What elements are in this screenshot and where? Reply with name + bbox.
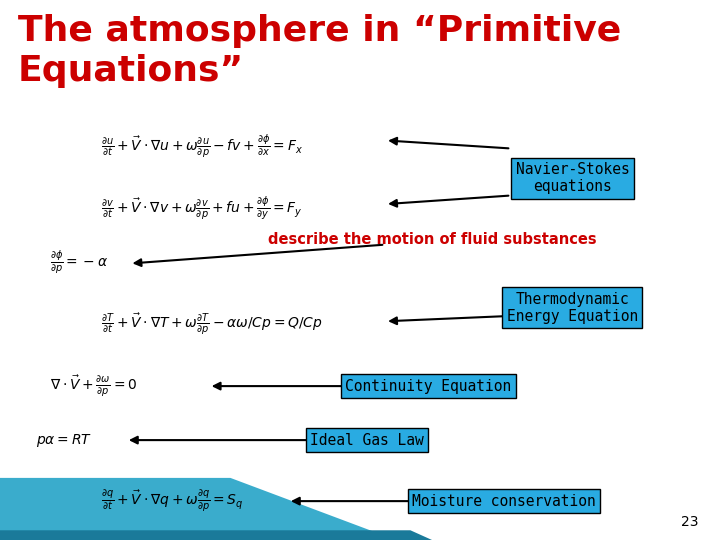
- Text: The atmosphere in “Primitive: The atmosphere in “Primitive: [18, 14, 621, 48]
- Polygon shape: [0, 478, 396, 540]
- Text: $\nabla\cdot\vec{V}+\frac{\partial \omega}{\partial p}=0$: $\nabla\cdot\vec{V}+\frac{\partial \omeg…: [50, 374, 138, 399]
- Polygon shape: [0, 530, 432, 540]
- Text: Continuity Equation: Continuity Equation: [346, 379, 511, 394]
- Text: $\frac{\partial v}{\partial t}+\vec{V}\cdot\nabla v+\omega\frac{\partial v}{\par: $\frac{\partial v}{\partial t}+\vec{V}\c…: [101, 194, 302, 222]
- Text: $p\alpha=RT$: $p\alpha=RT$: [36, 431, 92, 449]
- Text: 23: 23: [681, 515, 698, 529]
- Text: $\frac{\partial T}{\partial t}+\vec{V}\cdot\nabla T+\omega\frac{\partial T}{\par: $\frac{\partial T}{\partial t}+\vec{V}\c…: [101, 312, 323, 336]
- Text: Thermodynamic
Energy Equation: Thermodynamic Energy Equation: [507, 292, 638, 324]
- Text: Ideal Gas Law: Ideal Gas Law: [310, 433, 424, 448]
- Text: Equations”: Equations”: [18, 54, 244, 88]
- Text: describe the motion of fluid substances: describe the motion of fluid substances: [268, 232, 596, 247]
- Text: $\frac{\partial q}{\partial t}+\vec{V}\cdot\nabla q+\omega\frac{\partial q}{\par: $\frac{\partial q}{\partial t}+\vec{V}\c…: [101, 488, 243, 514]
- Text: $\frac{\partial u}{\partial t}+\vec{V}\cdot\nabla u+\omega\frac{\partial u}{\par: $\frac{\partial u}{\partial t}+\vec{V}\c…: [101, 132, 303, 160]
- Text: Moisture conservation: Moisture conservation: [412, 494, 596, 509]
- Text: Navier-Stokes
equations: Navier-Stokes equations: [516, 162, 629, 194]
- Text: $\frac{\partial \phi}{\partial p}=-\alpha$: $\frac{\partial \phi}{\partial p}=-\alph…: [50, 248, 109, 276]
